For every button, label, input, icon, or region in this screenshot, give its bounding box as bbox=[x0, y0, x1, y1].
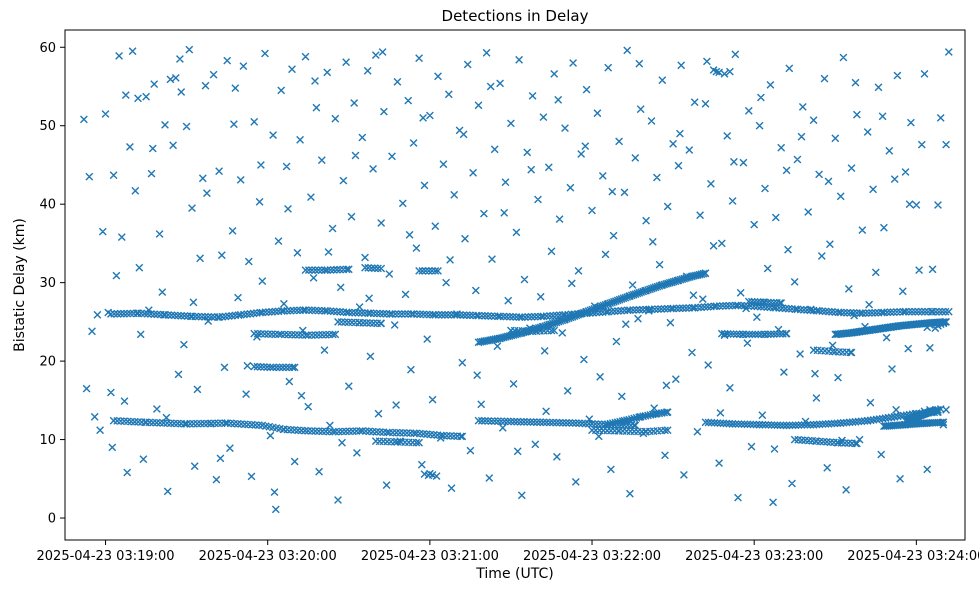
y-tick-label: 20 bbox=[39, 355, 56, 370]
y-tick-label: 0 bbox=[48, 512, 56, 527]
y-tick-label: 60 bbox=[39, 41, 56, 56]
x-tick-label: 2025-04-23 03:19:00 bbox=[37, 549, 175, 564]
x-tick-label: 2025-04-23 03:24:00 bbox=[847, 549, 979, 564]
x-axis-label: Time (UTC) bbox=[476, 566, 554, 582]
x-tick-label: 2025-04-23 03:22:00 bbox=[523, 549, 661, 564]
x-tick-label: 2025-04-23 03:23:00 bbox=[685, 549, 823, 564]
x-tick-label: 2025-04-23 03:20:00 bbox=[199, 549, 337, 564]
axes-frame bbox=[64, 29, 966, 541]
y-tick-label: 10 bbox=[39, 433, 56, 448]
chart-title: Detections in Delay bbox=[441, 7, 589, 25]
x-tick-label: 2025-04-23 03:21:00 bbox=[361, 549, 499, 564]
y-axis-label: Bistatic Delay (km) bbox=[12, 218, 28, 352]
y-tick-label: 50 bbox=[39, 119, 56, 134]
y-tick-label: 40 bbox=[39, 198, 56, 213]
scatter-points bbox=[80, 45, 953, 514]
y-tick-label: 30 bbox=[39, 276, 56, 291]
